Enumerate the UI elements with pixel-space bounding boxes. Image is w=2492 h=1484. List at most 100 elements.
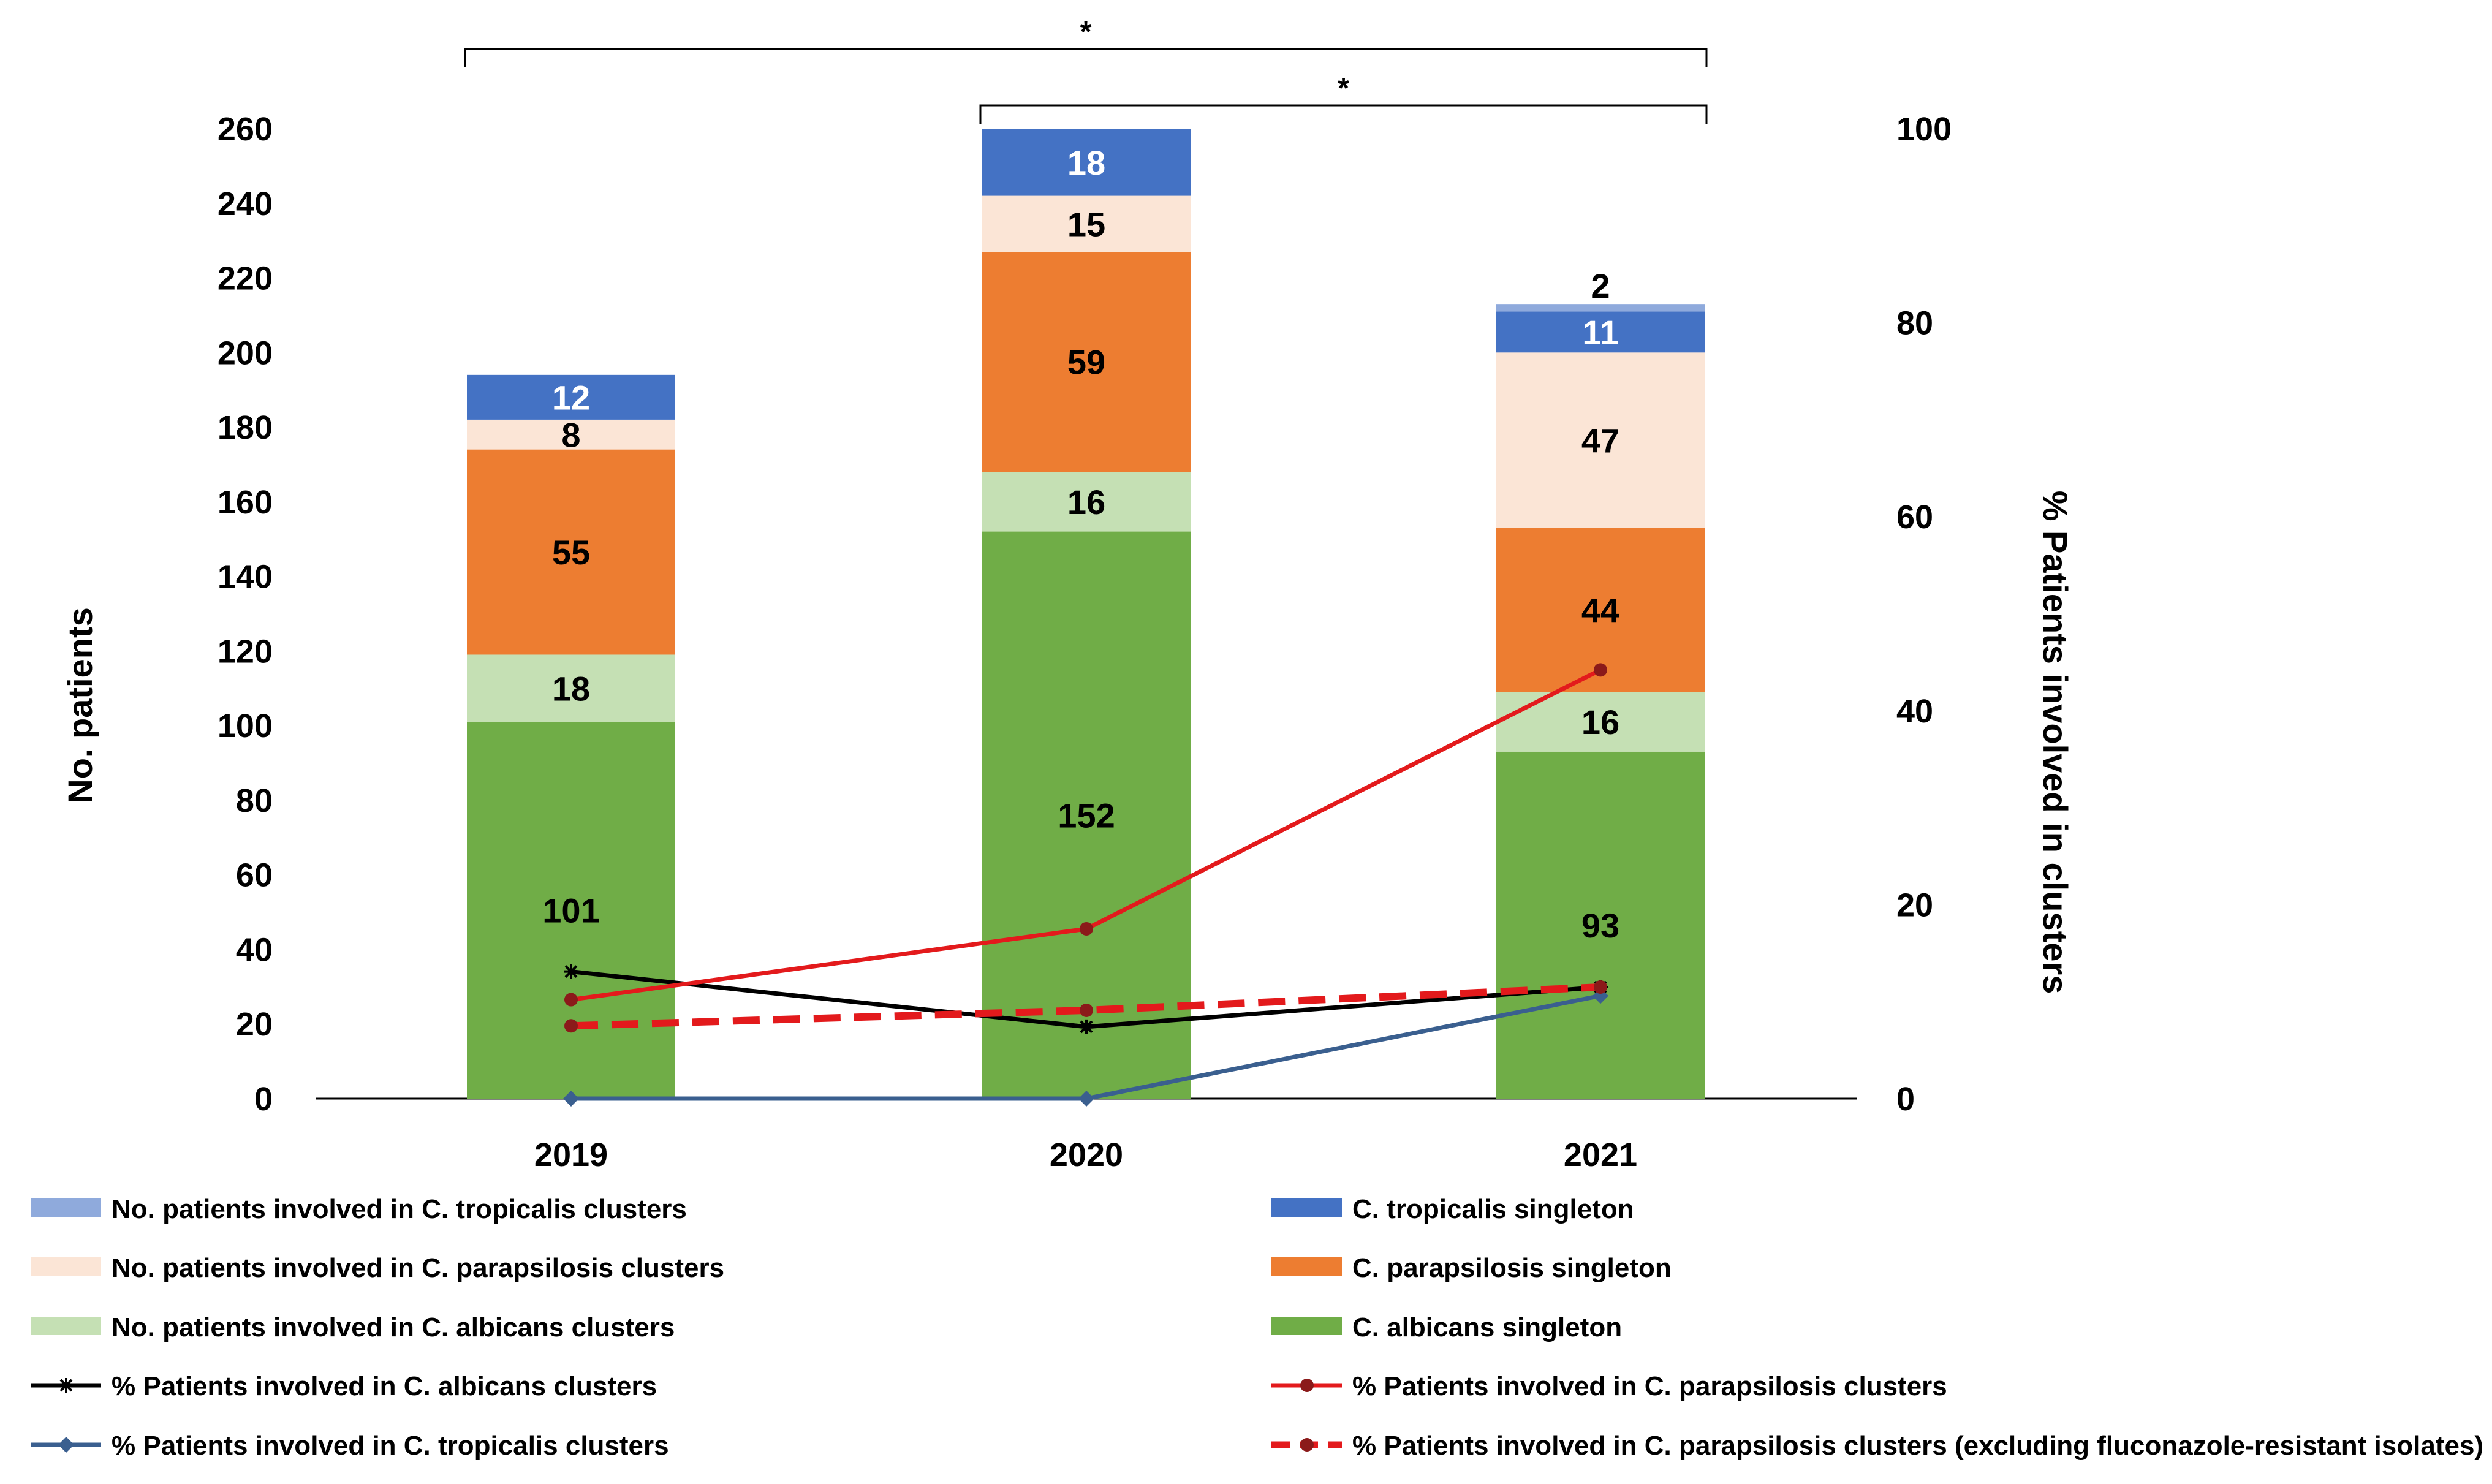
y2-tick-label: 80 (1896, 305, 1933, 342)
y-tick-label: 60 (236, 857, 273, 894)
bar-c-parapsilosis-singleton-2019 (467, 449, 675, 655)
legend-entry-c-parapsilosis-singleton: C. parapsilosis singleton (1271, 1253, 1672, 1283)
line-patients-involved-in-c-parapsilosis-clusters-excluding-fluconazole-resistant-isolates (570, 983, 1601, 1030)
y2-tick-label: 60 (1896, 499, 1933, 536)
bar-c-tropicalis-singleton-2020 (982, 129, 1191, 196)
marker-patients-involved-in-c-albicans-clusters-2020 (1079, 1019, 1094, 1034)
y-tick-label: 260 (218, 111, 273, 148)
legend-entry-c-tropicalis-singleton: C. tropicalis singleton (1271, 1194, 1634, 1224)
significance-bracket-2020-2021 (979, 104, 1708, 124)
data-label-c-albicans-singleton-2020: 152 (1058, 796, 1115, 835)
y-tick-label: 160 (218, 484, 273, 521)
legend-swatch (1271, 1317, 1342, 1335)
y-tick-label: 140 (218, 559, 273, 596)
bar-no-patients-involved-in-c-parapsilosis-clusters-2019 (467, 419, 675, 450)
bar-no-patients-involved-in-c-albicans-clusters-2021 (1496, 692, 1705, 752)
y-tick-label: 240 (218, 186, 273, 222)
labels-layer: 101 18 55 812 152 16 59 15 18 93 16 44 47 11 2 (542, 143, 1619, 945)
y-tick-label: 0 (254, 1081, 273, 1118)
legend-marker (1300, 1438, 1314, 1452)
legend-swatch (31, 1198, 101, 1217)
bars-layer (467, 129, 1705, 1099)
legend-label: % Patients involved in C. albicans clust… (112, 1371, 657, 1401)
y-tick-label: 200 (218, 335, 273, 371)
bar-no-patients-involved-in-c-albicans-clusters-2019 (467, 654, 675, 722)
marker-patients-involved-in-c-parapsilosis-clusters-excluding-fluconazole-resistant-isolates-2020 (1080, 1003, 1093, 1017)
data-label-c-tropicalis-singleton-2021: 11 (1582, 313, 1618, 352)
lines-layer (563, 663, 1608, 1107)
bar-c-parapsilosis-singleton-2020 (982, 251, 1191, 472)
legend-label: C. tropicalis singleton (1352, 1194, 1634, 1224)
legend-entry-no-patients-involved-in-c-albicans-clusters: No. patients involved in C. albicans clu… (31, 1312, 675, 1342)
data-label-no-patients-involved-in-c-albicans-clusters-2019: 18 (552, 669, 590, 708)
legend-marker (1300, 1379, 1314, 1392)
data-label-no-patients-involved-in-c-parapsilosis-clusters-2021: 47 (1581, 421, 1619, 460)
legend-label: % Patients involved in C. tropicalis clu… (112, 1431, 669, 1461)
y-tick-label: 40 (236, 931, 273, 968)
y-tick-label: 20 (236, 1006, 273, 1043)
legend-swatch (1271, 1257, 1342, 1276)
significance-star: * (1080, 16, 1092, 48)
y-tick-label: 100 (218, 708, 273, 744)
bar-c-tropicalis-singleton-2019 (467, 374, 675, 420)
marker-patients-involved-in-c-parapsilosis-clusters-2021 (1594, 663, 1607, 677)
significance-bracket-2019-2021 (464, 48, 1708, 67)
y-tick-label: 220 (218, 260, 273, 297)
data-label-c-albicans-singleton-2019: 101 (542, 892, 599, 930)
marker-patients-involved-in-c-albicans-clusters-2019 (564, 964, 578, 979)
x-tick-label: 2019 (534, 1137, 608, 1173)
data-label-no-patients-involved-in-c-albicans-clusters-2021: 16 (1581, 703, 1619, 741)
bar-c-albicans-singleton-2021 (1496, 751, 1705, 1099)
legend-label: % Patients involved in C. parapsilosis c… (1352, 1431, 2483, 1461)
marker-patients-involved-in-c-tropicalis-clusters-2020 (1078, 1091, 1094, 1107)
legend-entry-no-patients-involved-in-c-parapsilosis-clusters: No. patients involved in C. parapsilosis… (31, 1253, 724, 1283)
y-axis-title: No. patients (61, 607, 99, 803)
legend-entry-patients-involved-in-c-albicans-clusters: % Patients involved in C. albicans clust… (31, 1371, 657, 1401)
x-tick-label: 2021 (1564, 1137, 1637, 1173)
bar-no-patients-involved-in-c-tropicalis-clusters-2021 (1496, 304, 1705, 312)
legend-label: % Patients involved in C. parapsilosis c… (1352, 1371, 1947, 1401)
legend-entry-no-patients-involved-in-c-tropicalis-clusters: No. patients involved in C. tropicalis c… (31, 1194, 687, 1224)
y-tick-label: 80 (236, 782, 273, 819)
legend-entry-patients-involved-in-c-parapsilosis-clusters-excluding-fluconazole-resistant-isolates: % Patients involved in C. parapsilosis c… (1271, 1431, 2483, 1461)
legend: No. patients involved in C. tropicalis c… (31, 1194, 2483, 1461)
legend-swatch (1271, 1198, 1342, 1217)
data-label-c-parapsilosis-singleton-2020: 59 (1067, 343, 1105, 382)
legend-swatch (31, 1257, 101, 1276)
data-label-no-patients-involved-in-c-parapsilosis-clusters-2019: 8 (561, 415, 580, 454)
legend-label: No. patients involved in C. albicans clu… (112, 1312, 675, 1342)
bar-c-tropicalis-singleton-2021 (1496, 311, 1705, 353)
marker-patients-involved-in-c-parapsilosis-clusters-excluding-fluconazole-resistant-isolates-2021 (1594, 980, 1607, 994)
legend-label: C. parapsilosis singleton (1352, 1253, 1672, 1283)
y2-axis-title: % Patients involved in clusters (2036, 491, 2075, 994)
legend-marker (58, 1437, 74, 1453)
data-label-c-parapsilosis-singleton-2019: 55 (552, 533, 590, 572)
significance-layer: ** (464, 16, 1708, 124)
data-label-no-patients-involved-in-c-albicans-clusters-2020: 16 (1067, 483, 1105, 521)
significance-star: * (1338, 72, 1349, 105)
legend-label: C. albicans singleton (1352, 1312, 1622, 1342)
legend-entry-patients-involved-in-c-tropicalis-clusters: % Patients involved in C. tropicalis clu… (31, 1431, 669, 1461)
y-tick-label: 180 (218, 409, 273, 446)
legend-entry-patients-involved-in-c-parapsilosis-clusters: % Patients involved in C. parapsilosis c… (1271, 1371, 1947, 1401)
marker-patients-involved-in-c-parapsilosis-clusters-2020 (1080, 922, 1093, 936)
bar-no-patients-involved-in-c-albicans-clusters-2020 (982, 472, 1191, 532)
bar-no-patients-involved-in-c-parapsilosis-clusters-2021 (1496, 352, 1705, 528)
legend-label: No. patients involved in C. parapsilosis… (112, 1253, 724, 1283)
marker-patients-involved-in-c-parapsilosis-clusters-2019 (564, 993, 578, 1007)
x-tick-label: 2020 (1050, 1137, 1123, 1173)
y2-tick-label: 20 (1896, 887, 1933, 923)
y2-tick-label: 100 (1896, 111, 1952, 148)
data-label-no-patients-involved-in-c-parapsilosis-clusters-2020: 15 (1067, 205, 1105, 243)
bar-no-patients-involved-in-c-parapsilosis-clusters-2020 (982, 195, 1191, 252)
legend-label: No. patients involved in C. tropicalis c… (112, 1194, 687, 1224)
data-label-c-tropicalis-singleton-2020: 18 (1067, 143, 1105, 182)
bar-c-albicans-singleton-2019 (467, 722, 675, 1099)
data-label-c-parapsilosis-singleton-2021: 44 (1581, 591, 1619, 629)
data-label-c-tropicalis-singleton-2019: 12 (552, 378, 590, 417)
marker-patients-involved-in-c-parapsilosis-clusters-excluding-fluconazole-resistant-isolates-2019 (564, 1019, 578, 1033)
data-label-c-albicans-singleton-2021: 93 (1581, 906, 1619, 945)
y2-tick-label: 0 (1896, 1081, 1915, 1118)
y-tick-label: 120 (218, 633, 273, 670)
